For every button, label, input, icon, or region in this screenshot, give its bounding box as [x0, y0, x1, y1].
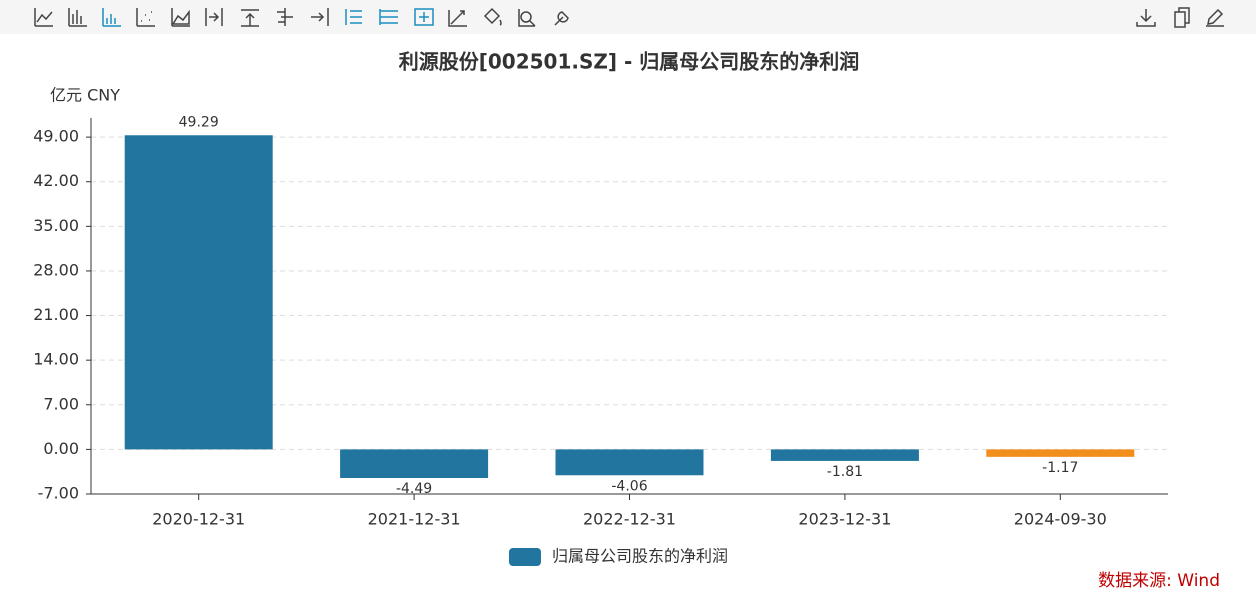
value-label: -4.49: [396, 481, 432, 497]
toolbar-icons[interactable]: [34, 7, 1224, 28]
bar: [124, 135, 273, 450]
chart-title: 利源股份[002501.SZ] - 归属母公司股东的净利润: [399, 50, 860, 74]
value-label: -4.06: [611, 478, 647, 494]
bar: [555, 449, 704, 476]
legend-swatch: [509, 548, 541, 566]
value-label: 49.29: [179, 114, 219, 130]
value-label: -1.81: [827, 464, 863, 480]
x-tick-label: 2020-12-31: [152, 510, 245, 529]
y-tick-label: -7.00: [38, 484, 79, 503]
bar: [340, 449, 489, 479]
y-tick-label: 0.00: [43, 439, 79, 458]
x-tick-label: 2024-09-30: [1014, 510, 1107, 529]
bar: [770, 449, 919, 461]
y-tick-label: 14.00: [33, 350, 79, 369]
value-label: -1.17: [1042, 460, 1078, 476]
y-unit: 亿元 CNY: [50, 86, 120, 105]
x-tick-label: 2022-12-31: [583, 510, 676, 529]
legend-label: 归属母公司股东的净利润: [552, 547, 728, 566]
source: 数据来源: Wind: [1098, 571, 1220, 591]
x-tick-label: 2023-12-31: [798, 510, 891, 529]
y-tick-label: 49.00: [33, 127, 79, 146]
y-tick-label: 21.00: [33, 305, 79, 324]
y-tick-label: 42.00: [33, 171, 79, 190]
bar: [986, 449, 1135, 457]
y-tick-label: 35.00: [33, 216, 79, 235]
x-tick-label: 2021-12-31: [368, 510, 461, 529]
y-tick-label: 28.00: [33, 260, 79, 279]
y-tick-label: 7.00: [43, 394, 79, 413]
